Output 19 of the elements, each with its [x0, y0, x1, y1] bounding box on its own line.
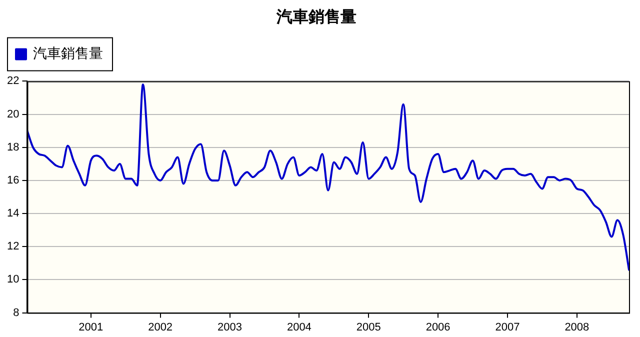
y-tick-label: 18	[6, 141, 20, 154]
legend-label: 汽車銷售量	[33, 46, 103, 62]
x-tick-label: 2008	[564, 321, 590, 334]
y-tick-label: 10	[6, 274, 20, 286]
x-tick-label: 2002	[148, 321, 173, 334]
y-tick-label: 14	[6, 208, 20, 220]
y-tick-label: 22	[6, 75, 20, 88]
x-tick-label: 2003	[218, 321, 242, 334]
y-tick-label: 12	[6, 240, 20, 253]
chart-title: 汽車銷售量	[276, 6, 356, 26]
y-tick-label: 8	[13, 306, 20, 319]
x-tick-label: 2004	[286, 321, 312, 334]
x-tick-label: 2007	[495, 321, 520, 334]
x-tick-label: 2001	[78, 321, 104, 334]
y-tick-label: 16	[6, 174, 20, 186]
line-series	[27, 84, 629, 271]
y-tick-label: 20	[6, 108, 20, 120]
x-tick-label: 2006	[426, 321, 450, 334]
x-tick-label: 2005	[356, 321, 381, 334]
